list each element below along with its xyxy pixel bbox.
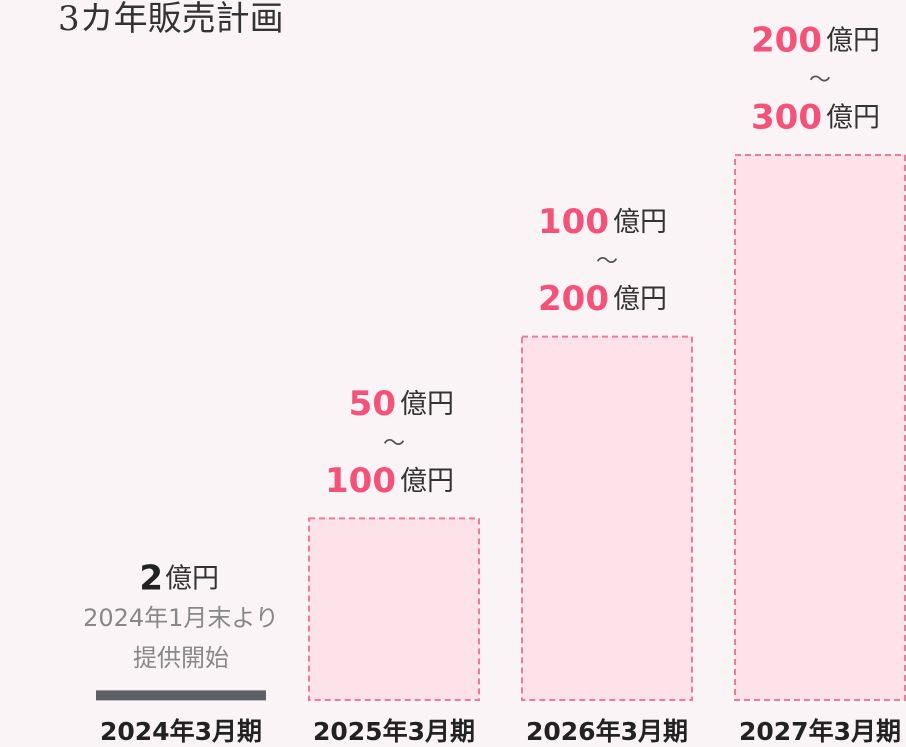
chart-title: 3カ年販売計画 <box>58 0 284 39</box>
bar <box>521 335 693 701</box>
bar <box>734 154 906 701</box>
value-label: 300 <box>751 98 822 138</box>
value-label: 200 <box>751 21 822 61</box>
value-label: 2 <box>139 559 163 599</box>
x-tick-label: 2025年3月期 <box>313 717 475 746</box>
unit-label: 億円 <box>826 26 880 57</box>
range-separator: ～ <box>383 431 405 456</box>
unit-label: 億円 <box>400 466 454 497</box>
x-tick-label: 2027年3月期 <box>739 717 901 746</box>
range-separator: ～ <box>809 68 831 93</box>
bar <box>308 517 480 701</box>
unit-label: 億円 <box>165 564 219 595</box>
value-label: 50 <box>349 384 396 424</box>
value-label: 100 <box>538 202 609 242</box>
value-label: 100 <box>325 461 396 501</box>
x-tick-label: 2026年3月期 <box>526 717 688 746</box>
unit-label: 億円 <box>613 207 667 238</box>
note: 2024年1月末より <box>83 604 279 632</box>
bar <box>96 690 266 701</box>
range-separator: ～ <box>596 250 618 275</box>
unit-label: 億円 <box>400 389 454 420</box>
unit-label: 億円 <box>826 103 880 134</box>
unit-label: 億円 <box>613 284 667 315</box>
note: 提供開始 <box>133 644 229 672</box>
value-label: 200 <box>538 279 609 319</box>
x-tick-label: 2024年3月期 <box>100 717 262 746</box>
